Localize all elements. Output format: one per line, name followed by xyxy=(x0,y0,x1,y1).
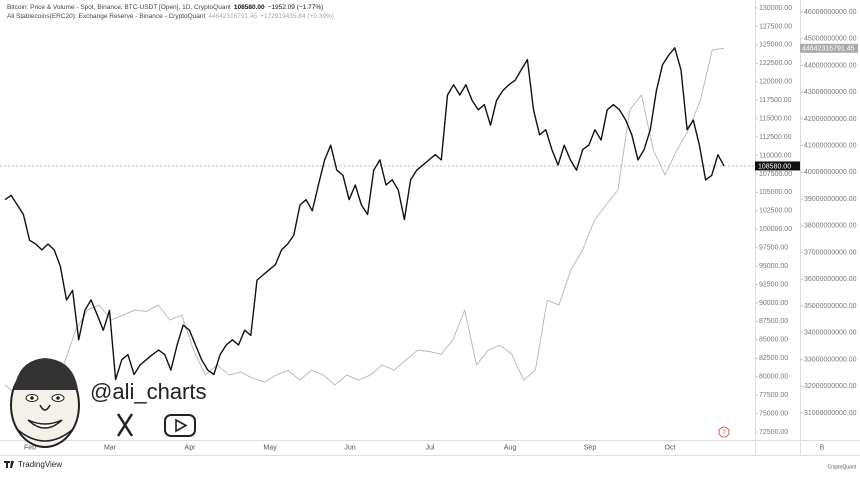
y-tick-label: 95000.00 xyxy=(759,263,788,270)
x-tick-label: Feb xyxy=(24,444,36,451)
watermark: @ali_charts xyxy=(90,379,207,404)
y-tick-label: 80000.00 xyxy=(759,374,788,381)
x-tick-label: May xyxy=(263,444,277,451)
y2-tick-label: 42000000000.00 xyxy=(804,116,857,123)
x-tick-label: Mar xyxy=(104,444,117,451)
y-tick-label: 75000.00 xyxy=(759,410,788,417)
x-tick-label: Apr xyxy=(185,444,197,451)
y-tick-label: 85000.00 xyxy=(759,337,788,344)
y-tick-label: 115000.00 xyxy=(759,115,792,122)
legend-last: 44642316791.45 xyxy=(208,13,257,20)
y-tick-label: 107500.00 xyxy=(759,171,792,178)
y-tick-label: 77500.00 xyxy=(759,392,788,399)
legend-change: −1952.09 (−1.77%) xyxy=(268,4,324,11)
y2-tick-label: 36000000000.00 xyxy=(804,276,857,283)
y-tick-label: 100000.00 xyxy=(759,226,792,233)
y-tick-label: 102500.00 xyxy=(759,208,792,215)
y2-tick-label: 38000000000.00 xyxy=(804,223,857,230)
y2-tick-label: 44000000000.00 xyxy=(804,62,857,69)
legend-name: All Stablecoins(ERC20): Exchange Reserve… xyxy=(7,13,206,20)
y-tick-label: 110000.00 xyxy=(759,152,792,159)
x-tick-label: Aug xyxy=(504,444,517,451)
y-tick-label: 120000.00 xyxy=(759,79,792,86)
social-icons xyxy=(116,413,196,437)
y2-tick-label: 43000000000.00 xyxy=(804,89,857,96)
y2-tick-label: 39000000000.00 xyxy=(804,196,857,203)
y2-tick-label: 31000000000.00 xyxy=(804,410,857,417)
reserve-marker-label: 44642316791.45 xyxy=(802,46,855,53)
y2-tick-label: 41000000000.00 xyxy=(804,143,857,150)
series-line xyxy=(4,47,725,381)
tradingview-logo xyxy=(4,461,14,468)
y-tick-label: 87500.00 xyxy=(759,318,788,325)
y-tick-label: 130000.00 xyxy=(759,5,792,12)
x-tick-label: Oct xyxy=(665,444,676,451)
y2-tick-label: 40000000000.00 xyxy=(804,169,857,176)
x-tick-label: Jun xyxy=(344,444,355,451)
y-tick-label: 97500.00 xyxy=(759,244,788,251)
y2-tick-label: 46000000000.00 xyxy=(804,9,857,16)
price-marker-label: 108580.00 xyxy=(758,163,791,170)
legend-change: +172919435.84 (+0.39%) xyxy=(260,13,334,20)
y-tick-label: 122500.00 xyxy=(759,60,792,67)
y2-tick-label: 33000000000.00 xyxy=(804,356,857,363)
price-marker-box xyxy=(755,161,800,171)
legend-entry: All Stablecoins(ERC20): Exchange Reserve… xyxy=(7,13,334,20)
series-line xyxy=(4,47,725,396)
y-tick-label: 90000.00 xyxy=(759,300,788,307)
y-tick-label: 117500.00 xyxy=(759,97,792,104)
legend-entry: Bitcoin: Price & Volume - Spot, Binance,… xyxy=(7,4,323,11)
plot xyxy=(0,47,755,396)
axis-badge[interactable]: B xyxy=(820,444,825,451)
legend-last: 108580.00 xyxy=(234,4,265,11)
legend: Bitcoin: Price & Volume - Spot, Binance,… xyxy=(7,4,334,20)
y2-tick-label: 37000000000.00 xyxy=(804,249,857,256)
y-tick-label: 127500.00 xyxy=(759,23,792,30)
legend-name: Bitcoin: Price & Volume - Spot, Binance,… xyxy=(7,4,231,11)
y2-tick-label: 45000000000.00 xyxy=(804,36,857,43)
y-tick-label: 92500.00 xyxy=(759,281,788,288)
y2-tick-label: 35000000000.00 xyxy=(804,303,857,310)
y-tick-label: 125000.00 xyxy=(759,42,792,49)
avatar xyxy=(10,358,80,448)
y-tick-label: 105000.00 xyxy=(759,189,792,196)
y2-tick-label: 34000000000.00 xyxy=(804,330,857,337)
credit: CryptoQuant xyxy=(828,464,857,470)
help-icon-glyph: ? xyxy=(722,430,726,436)
y-tick-label: 72500.00 xyxy=(759,429,788,436)
y2-tick-label: 32000000000.00 xyxy=(804,383,857,390)
help-icon[interactable] xyxy=(718,426,730,438)
reserve-marker-box xyxy=(800,43,858,53)
y-tick-label: 112500.00 xyxy=(759,134,792,141)
footer: TradingView xyxy=(18,460,62,469)
x-tick-label: Sep xyxy=(584,444,597,451)
y-tick-label: 82500.00 xyxy=(759,355,788,362)
x-tick-label: Jul xyxy=(426,444,435,451)
